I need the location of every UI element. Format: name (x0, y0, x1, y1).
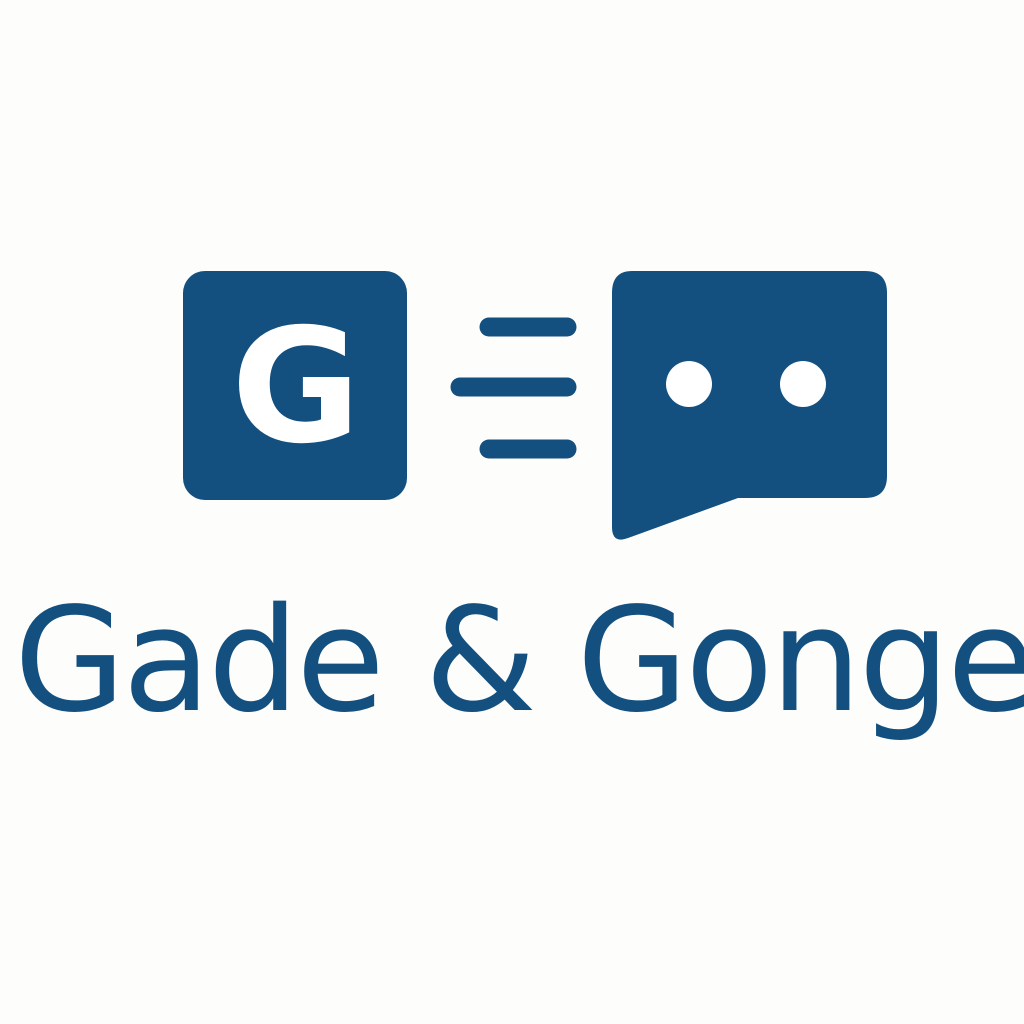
speed-lines-icon (450, 317, 577, 459)
brand-wordmark: Gade & Gonge (14, 576, 1024, 744)
chat-bubble-dot-right (780, 361, 826, 407)
chat-bubble-dot-left (666, 361, 712, 407)
chat-bubble-body (612, 271, 887, 540)
g-tile-letter: G (231, 295, 361, 479)
chat-bubble-icon (612, 271, 887, 540)
g-tile-icon: G (183, 271, 407, 500)
g-tile-background (183, 271, 407, 500)
